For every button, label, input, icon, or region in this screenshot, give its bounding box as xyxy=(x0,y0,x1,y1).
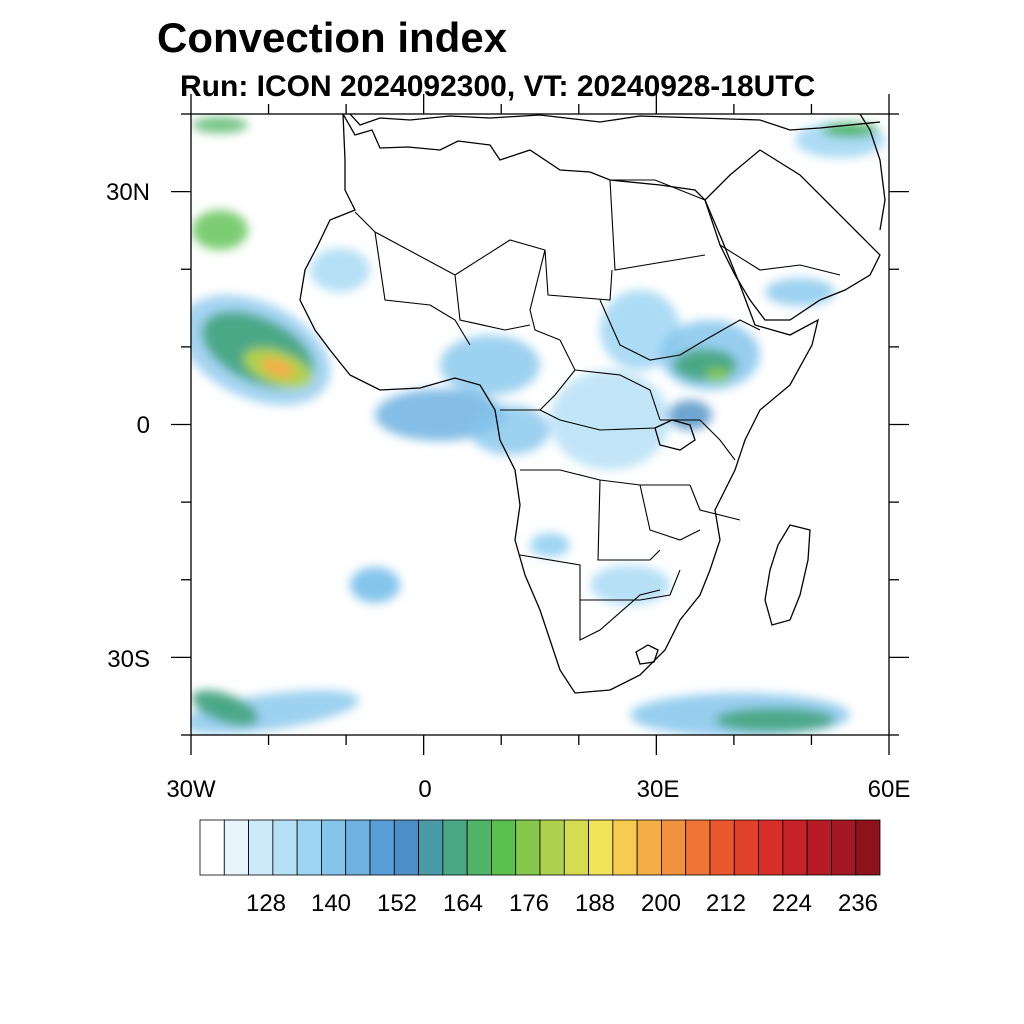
colorbar-swatch xyxy=(612,819,638,876)
caspian-coast xyxy=(859,114,886,231)
chart-title: Convection index xyxy=(157,14,508,61)
colorbar-tick-200: 200 xyxy=(641,890,681,917)
colorbar-swatch xyxy=(831,819,857,876)
colorbar-tick-128: 128 xyxy=(246,890,286,917)
colorbar-tick-212: 212 xyxy=(706,890,746,917)
field-guinea-east xyxy=(470,405,550,455)
field-sw-band xyxy=(191,690,360,734)
colorbar-swatch xyxy=(442,819,468,876)
colorbar-swatch xyxy=(491,819,517,876)
colorbar-swatch xyxy=(782,819,808,876)
colorbar-swatch xyxy=(272,819,298,876)
colorbar-tick-164: 164 xyxy=(443,890,483,917)
colorbar-tick-152: 152 xyxy=(377,890,417,917)
colorbar-swatch xyxy=(855,819,881,876)
colorbar-tick-140: 140 xyxy=(311,890,351,917)
arabia-coastline xyxy=(704,149,881,321)
field-angola xyxy=(530,533,570,557)
field-yemen xyxy=(765,278,835,306)
colorbar-swatch xyxy=(466,819,492,876)
field-south-atlantic xyxy=(350,567,400,603)
lon-axis-labels: 30W 0 30E 60E xyxy=(166,776,910,803)
colorbar-swatch xyxy=(733,819,759,876)
field-atlantic-nw xyxy=(192,210,248,250)
chart-subtitle: Run: ICON 2024092300, VT: 20240928-18UTC xyxy=(180,70,816,103)
colorbar-swatch xyxy=(296,819,322,876)
colorbar: 128 140 152 164 176 188 200 212 224 236 xyxy=(199,819,881,917)
colorbar-swatch xyxy=(321,819,347,876)
lat-label-30n: 30N xyxy=(106,179,150,206)
lesotho xyxy=(635,644,659,665)
colorbar-swatch xyxy=(223,819,249,876)
madagascar-coastline xyxy=(764,524,811,626)
colorbar-swatch xyxy=(661,819,687,876)
colorbar-swatch xyxy=(563,819,589,876)
lon-label-60e: 60E xyxy=(868,776,911,803)
field-sudan xyxy=(600,290,680,370)
lon-label-30w: 30W xyxy=(166,776,216,803)
colorbar-swatch xyxy=(636,819,662,876)
field-central xyxy=(550,370,670,470)
field-atlantic-core xyxy=(260,358,296,378)
colorbar-swatch xyxy=(685,819,711,876)
coastlines xyxy=(299,114,886,694)
lon-label-0: 0 xyxy=(418,776,431,803)
convection-field xyxy=(191,117,885,735)
colorbar-swatch xyxy=(418,819,444,876)
field-se-band-core xyxy=(715,708,835,732)
colorbar-swatches xyxy=(199,819,881,876)
colorbar-tick-188: 188 xyxy=(575,890,615,917)
colorbar-swatch xyxy=(806,819,832,876)
africa-coastline xyxy=(299,114,819,694)
axis-ticks xyxy=(171,94,909,755)
field-sw-band-core xyxy=(191,690,259,726)
field-nigeria xyxy=(440,335,540,395)
colorbar-swatch xyxy=(515,819,541,876)
lat-axis-labels: 30N 0 30S xyxy=(106,179,150,673)
colorbar-labels: 128 140 152 164 176 188 200 212 224 236 xyxy=(246,890,878,917)
colorbar-swatch xyxy=(369,819,395,876)
colorbar-tick-224: 224 xyxy=(772,890,812,917)
colorbar-swatch xyxy=(539,819,565,876)
colorbar-swatch xyxy=(758,819,784,876)
lat-label-0: 0 xyxy=(137,412,150,439)
europe-coastline xyxy=(349,114,881,131)
lon-label-30e: 30E xyxy=(637,776,680,803)
colorbar-tick-176: 176 xyxy=(509,890,549,917)
field-ethiopia-core xyxy=(706,368,730,382)
colorbar-swatch xyxy=(248,819,274,876)
colorbar-swatch xyxy=(709,819,735,876)
colorbar-swatch xyxy=(199,819,225,876)
colorbar-swatch xyxy=(393,819,419,876)
lat-label-30s: 30S xyxy=(107,646,150,673)
colorbar-swatch xyxy=(345,819,371,876)
colorbar-tick-236: 236 xyxy=(838,890,878,917)
country-borders xyxy=(354,179,841,641)
colorbar-swatch xyxy=(588,819,614,876)
field-atlantic-top xyxy=(192,117,248,133)
field-botswana xyxy=(590,565,670,605)
field-sahel-west xyxy=(310,248,370,292)
